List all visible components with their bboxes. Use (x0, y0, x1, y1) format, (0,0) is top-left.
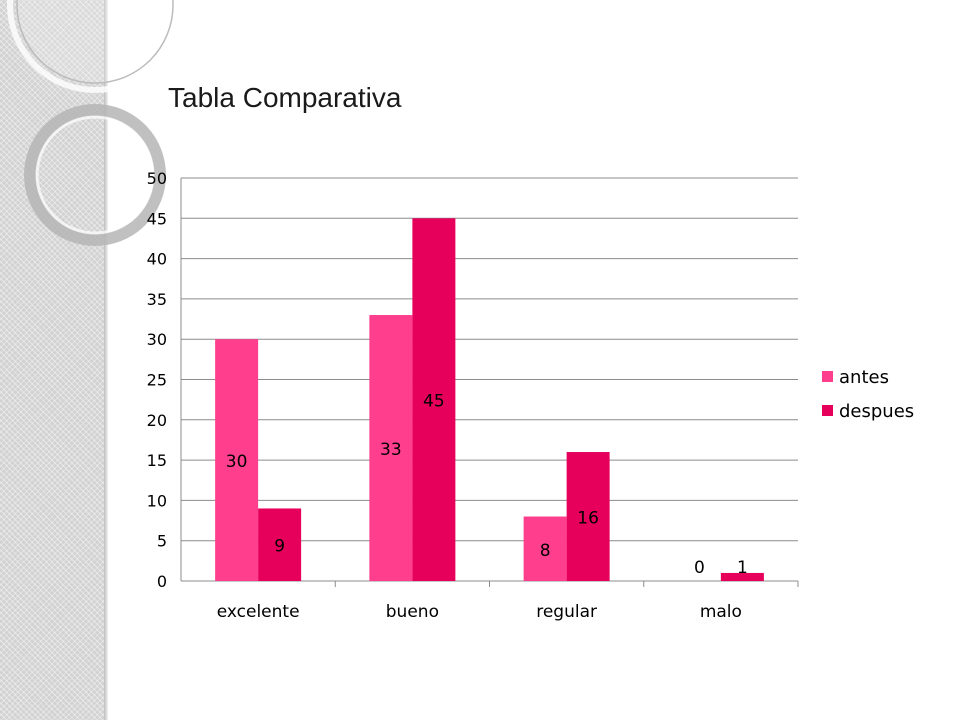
bar-despues-bueno (412, 218, 456, 582)
data-label: 30 (226, 452, 248, 472)
bar-antes-bueno (369, 315, 413, 581)
bar-antes-regular (523, 516, 567, 581)
bar-antes-excelente (215, 339, 259, 581)
y-tick-label: 20 (147, 411, 167, 430)
legend-swatch-antes (822, 371, 833, 382)
bar-despues-malo (720, 572, 764, 581)
decorative-ring-small (24, 104, 166, 246)
legend-label-despues: despues (839, 401, 914, 422)
y-tick-label: 25 (147, 371, 167, 390)
x-tick-label: excelente (217, 602, 300, 622)
y-tick-label: 30 (147, 330, 167, 349)
y-tick-label: 35 (147, 290, 167, 309)
decorative-ring-small-highlight (35, 115, 155, 235)
y-tick-label: 50 (147, 169, 167, 188)
y-tick-label: 5 (157, 532, 167, 551)
decorative-side-edge (104, 0, 108, 720)
decorative-ring-large-inner (16, 0, 174, 84)
y-tick-label: 40 (147, 250, 167, 269)
data-label: 33 (380, 440, 402, 460)
data-label: 1 (737, 558, 748, 578)
bar-despues-regular (566, 452, 610, 581)
data-label: 16 (577, 509, 599, 529)
x-tick-label: malo (700, 602, 742, 622)
data-label: 0 (694, 558, 705, 578)
y-tick-label: 10 (147, 491, 167, 510)
data-label: 8 (540, 541, 551, 561)
y-tick-label: 15 (147, 451, 167, 470)
legend-swatch-despues (822, 405, 833, 416)
data-label: 9 (274, 537, 285, 557)
y-tick-label: 45 (147, 209, 167, 228)
legend-label-antes: antes (839, 367, 889, 388)
decorative-ring-large (7, 0, 183, 93)
chart-title: Tabla Comparativa (168, 82, 402, 113)
bar-despues-excelente (258, 508, 302, 581)
x-tick-label: regular (536, 602, 597, 622)
x-tick-label: bueno (386, 602, 439, 622)
y-tick-label: 0 (157, 572, 167, 591)
data-label: 45 (423, 392, 445, 412)
decorative-rings (7, 0, 183, 246)
